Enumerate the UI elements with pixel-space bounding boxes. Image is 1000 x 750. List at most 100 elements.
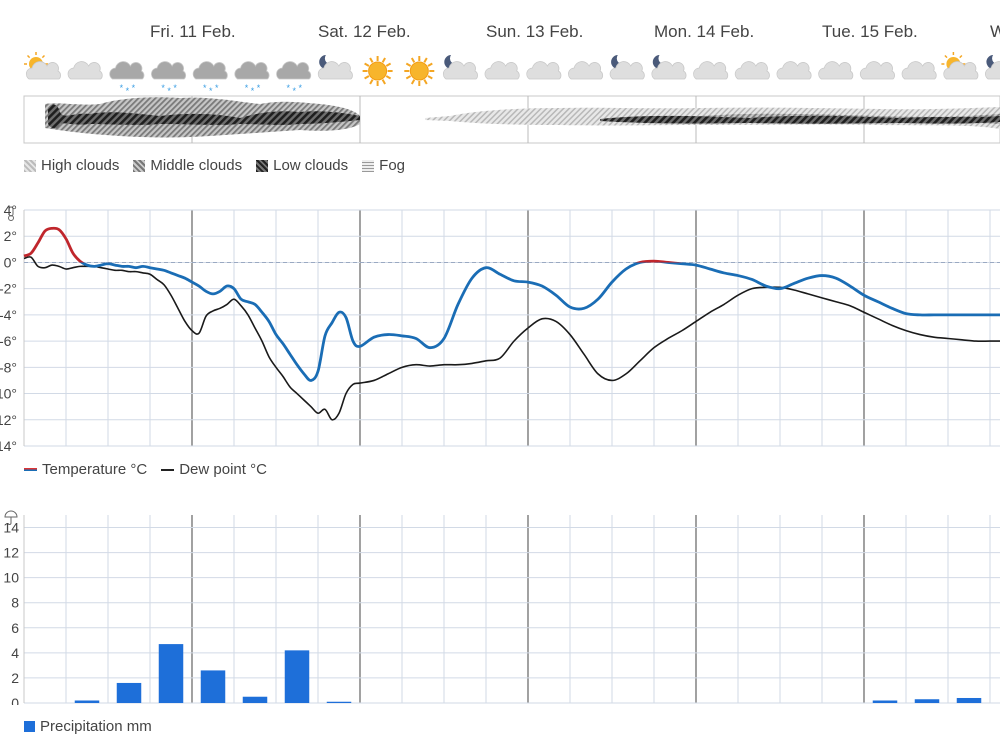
cloud-icon (734, 61, 770, 80)
svg-text:*: * (126, 86, 130, 94)
precipitation-swatch (24, 721, 35, 732)
y-tick-label: -14° (0, 438, 17, 454)
y-tick-label: 6 (11, 620, 19, 636)
temperature-line-below-zero (79, 262, 1000, 382)
day-label: Fri. 11 Feb. (150, 22, 236, 41)
legend-label: Low clouds (273, 157, 349, 174)
svg-text:*: * (245, 83, 249, 93)
cloud-chart-frame (23, 95, 1000, 144)
precipitation-bar (914, 699, 940, 703)
y-tick-label: 4° (4, 202, 17, 218)
svg-text:*: * (215, 83, 219, 93)
svg-text:*: * (203, 83, 207, 93)
legend-fog: Fog (362, 157, 405, 174)
precipitation-bar (872, 700, 898, 703)
cloud-icon (901, 61, 937, 80)
legend-dew-point: Dew point °C (161, 461, 267, 478)
day-label: W (990, 22, 1000, 41)
temperature-line-above-zero (23, 226, 684, 263)
precipitation-chart: 14 12 10 8 6 4 2 0 (3, 510, 1000, 705)
precipitation-bar (242, 696, 268, 703)
snow-cloud-icon: * * * (192, 61, 228, 94)
partly-cloudy-snow-icon: * * * (234, 61, 270, 94)
fog-swatch (362, 159, 375, 172)
y-tick-label: 0° (4, 254, 17, 270)
sun-icon (362, 56, 393, 86)
partly-cloudy-moon-icon (317, 55, 353, 80)
partly-cloudy-moon-icon (651, 55, 687, 80)
y-tick-label: 2° (4, 228, 17, 244)
precipitation-bar (74, 700, 100, 703)
cloud-icon (484, 61, 520, 80)
legend-temperature: Temperature °C (24, 461, 147, 478)
day-label: Sun. 13 Feb. (486, 22, 584, 41)
snow-cloud-icon: * * * (109, 61, 145, 94)
svg-text:*: * (209, 86, 213, 94)
middle-clouds-swatch (133, 159, 146, 172)
cloud-icon (568, 61, 604, 80)
temperature-legend: Temperature °C Dew point °C (24, 461, 267, 478)
y-tick-label: -8° (0, 359, 17, 375)
cloud-icon (818, 61, 854, 80)
partly-cloudy-moon-icon (442, 55, 478, 80)
cloud-layer-chart (23, 95, 1000, 144)
y-tick-label: -12° (0, 412, 17, 428)
svg-text:*: * (298, 83, 302, 93)
legend-label: Precipitation mm (40, 718, 152, 735)
precipitation-legend: Precipitation mm (24, 718, 152, 735)
snow-cloud-icon: * * * (151, 61, 187, 94)
low-clouds-swatch (256, 159, 269, 172)
y-tick-label: -2° (0, 281, 17, 297)
thermometer-icon (8, 206, 14, 221)
cloud-icon (693, 61, 729, 80)
temperature-chart: 4° 2° 0° -2° -4° -6° -8° -10° -12° -14° (0, 202, 1000, 454)
partly-cloudy-moon-icon (609, 55, 645, 80)
svg-text:*: * (292, 86, 296, 94)
legend-low-clouds: Low clouds (256, 157, 348, 174)
precipitation-bar (116, 682, 142, 703)
precipitation-bar (158, 644, 184, 703)
y-tick-label: -6° (0, 333, 17, 349)
svg-text:*: * (132, 83, 136, 93)
precipitation-bar (956, 697, 982, 703)
y-tick-label: 14 (3, 520, 19, 536)
day-label: Tue. 15 Feb. (822, 22, 918, 41)
legend-precipitation: Precipitation mm (24, 718, 152, 735)
y-tick-label: 0 (11, 695, 19, 705)
legend-middle-clouds: Middle clouds (133, 157, 242, 174)
svg-text:*: * (161, 83, 165, 93)
partly-cloudy-sun-icon (24, 52, 61, 80)
svg-text:*: * (167, 86, 171, 94)
legend-label: Dew point °C (179, 461, 267, 478)
day-label: Sat. 12 Feb. (318, 22, 411, 41)
y-tick-label: 12 (3, 545, 19, 561)
legend-label: Fog (379, 157, 406, 174)
partly-cloudy-moon-icon (985, 55, 1000, 80)
snow-cloud-icon: * * * (276, 61, 312, 94)
precipitation-bar (284, 650, 310, 703)
legend-label: Middle clouds (150, 157, 243, 174)
partly-cloudy-sun-icon (941, 52, 979, 80)
low-cloud-band (48, 104, 1000, 129)
legend-high-clouds: High clouds (24, 157, 119, 174)
cloud-icon (67, 61, 103, 80)
cloud-icon (526, 61, 562, 80)
weather-icon-row: ****************** (24, 52, 1000, 94)
dew-point-line (23, 256, 1000, 421)
day-label: Mon. 14 Feb. (654, 22, 755, 41)
sun-icon (404, 56, 435, 86)
temperature-swatch (24, 468, 37, 471)
precipitation-bar (326, 701, 352, 703)
svg-text:*: * (257, 83, 261, 93)
y-tick-label: 10 (3, 570, 19, 586)
y-tick-label: -4° (0, 307, 17, 323)
svg-text:*: * (173, 83, 177, 93)
cloud-icon (776, 61, 812, 80)
precipitation-bar (200, 670, 226, 703)
umbrella-icon (4, 510, 18, 525)
cloud-icon (859, 61, 895, 80)
high-clouds-swatch (24, 159, 36, 172)
y-tick-label: 8 (11, 595, 19, 611)
y-tick-label: 2 (11, 670, 19, 686)
svg-text:*: * (120, 83, 124, 93)
